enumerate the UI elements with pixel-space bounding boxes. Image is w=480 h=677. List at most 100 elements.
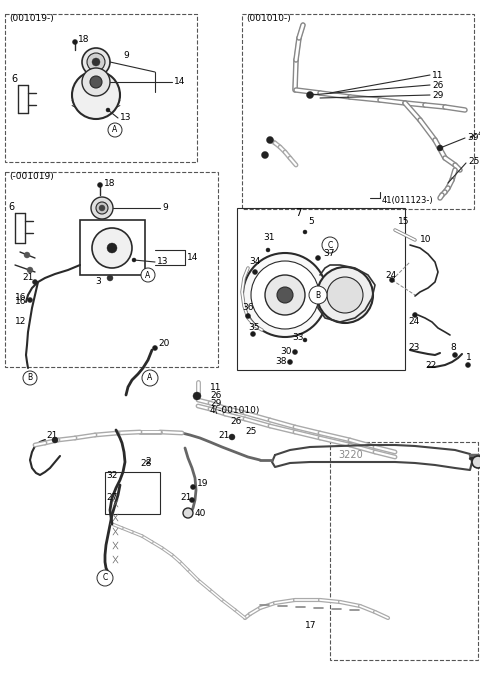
Text: 5: 5 bbox=[308, 217, 314, 227]
Text: 23: 23 bbox=[408, 343, 420, 353]
Text: 10: 10 bbox=[420, 236, 432, 244]
Circle shape bbox=[243, 253, 327, 337]
Text: C: C bbox=[327, 240, 333, 250]
Text: 6: 6 bbox=[11, 74, 17, 84]
Text: 26: 26 bbox=[210, 391, 221, 399]
Text: 18: 18 bbox=[78, 35, 89, 45]
Text: 7: 7 bbox=[295, 208, 301, 218]
Circle shape bbox=[277, 287, 293, 303]
Text: 38: 38 bbox=[275, 357, 287, 366]
Text: 40: 40 bbox=[195, 508, 206, 517]
Text: 26: 26 bbox=[230, 418, 241, 427]
Circle shape bbox=[315, 255, 321, 261]
Text: A: A bbox=[112, 125, 118, 135]
Circle shape bbox=[262, 152, 268, 158]
Circle shape bbox=[23, 371, 37, 385]
Text: C: C bbox=[102, 573, 108, 582]
Text: 6: 6 bbox=[8, 202, 14, 212]
Text: 3220: 3220 bbox=[338, 450, 363, 460]
Circle shape bbox=[437, 145, 443, 151]
Text: 16: 16 bbox=[15, 297, 26, 307]
Circle shape bbox=[97, 570, 113, 586]
Circle shape bbox=[190, 498, 194, 502]
Text: 21: 21 bbox=[46, 431, 58, 441]
Circle shape bbox=[317, 267, 373, 323]
Text: 25: 25 bbox=[245, 427, 256, 437]
Circle shape bbox=[193, 392, 201, 400]
Circle shape bbox=[27, 267, 33, 273]
Text: 24: 24 bbox=[385, 271, 396, 280]
Text: 30: 30 bbox=[280, 347, 291, 357]
Text: 35: 35 bbox=[248, 324, 260, 332]
Text: 34: 34 bbox=[249, 257, 260, 267]
Text: 13: 13 bbox=[157, 257, 168, 265]
Text: 12: 12 bbox=[15, 318, 26, 326]
Text: 1: 1 bbox=[466, 353, 472, 362]
Circle shape bbox=[82, 48, 110, 76]
Text: 16: 16 bbox=[15, 294, 26, 303]
Circle shape bbox=[229, 434, 235, 440]
Text: 36: 36 bbox=[242, 303, 253, 313]
Text: 20: 20 bbox=[158, 339, 169, 349]
Circle shape bbox=[33, 280, 37, 284]
Circle shape bbox=[288, 359, 292, 364]
Text: 17: 17 bbox=[305, 621, 316, 630]
Text: 2: 2 bbox=[145, 458, 151, 466]
Text: 14: 14 bbox=[187, 253, 198, 263]
Text: 25: 25 bbox=[468, 158, 480, 167]
Circle shape bbox=[72, 71, 120, 119]
Text: 13: 13 bbox=[120, 114, 132, 123]
Text: 37: 37 bbox=[323, 248, 335, 257]
Text: 18: 18 bbox=[104, 179, 116, 188]
Text: 21: 21 bbox=[180, 494, 192, 502]
Circle shape bbox=[266, 137, 274, 144]
Text: 27: 27 bbox=[106, 494, 118, 502]
Circle shape bbox=[92, 228, 132, 268]
Text: 4: 4 bbox=[478, 129, 480, 137]
Text: (001019-): (001019-) bbox=[9, 14, 54, 24]
Text: 24: 24 bbox=[408, 318, 419, 326]
Text: 9: 9 bbox=[162, 204, 168, 213]
Text: 41(011123-): 41(011123-) bbox=[382, 196, 433, 204]
Circle shape bbox=[303, 230, 307, 234]
Circle shape bbox=[251, 332, 255, 336]
Text: 29: 29 bbox=[210, 399, 221, 408]
Text: B: B bbox=[315, 290, 321, 299]
Text: 22: 22 bbox=[425, 360, 436, 370]
Circle shape bbox=[412, 313, 418, 318]
Circle shape bbox=[96, 202, 108, 214]
Circle shape bbox=[307, 91, 313, 98]
Circle shape bbox=[183, 508, 193, 518]
Text: 8: 8 bbox=[450, 343, 456, 353]
Circle shape bbox=[309, 286, 327, 304]
Text: 3: 3 bbox=[95, 278, 101, 286]
Circle shape bbox=[322, 237, 338, 253]
Circle shape bbox=[107, 243, 117, 253]
Circle shape bbox=[107, 275, 113, 281]
Circle shape bbox=[292, 349, 298, 355]
Circle shape bbox=[191, 485, 195, 489]
Circle shape bbox=[24, 252, 30, 258]
Circle shape bbox=[132, 258, 136, 262]
Circle shape bbox=[153, 345, 157, 351]
Circle shape bbox=[389, 278, 395, 282]
Circle shape bbox=[245, 313, 251, 318]
Text: (-001019): (-001019) bbox=[9, 173, 54, 181]
Circle shape bbox=[87, 53, 105, 71]
Circle shape bbox=[106, 108, 110, 112]
Text: B: B bbox=[27, 374, 33, 383]
Circle shape bbox=[97, 183, 103, 188]
Text: 21: 21 bbox=[22, 274, 34, 282]
Text: 21: 21 bbox=[218, 431, 229, 439]
Text: 15: 15 bbox=[398, 217, 409, 227]
Circle shape bbox=[252, 269, 257, 274]
Text: 14: 14 bbox=[174, 77, 185, 87]
Text: (001010-): (001010-) bbox=[246, 14, 291, 24]
Circle shape bbox=[303, 338, 307, 342]
Text: A: A bbox=[145, 271, 151, 280]
Circle shape bbox=[82, 68, 110, 96]
Circle shape bbox=[251, 261, 319, 329]
Circle shape bbox=[466, 362, 470, 368]
Text: 11: 11 bbox=[432, 70, 444, 79]
Text: 11: 11 bbox=[210, 383, 221, 391]
